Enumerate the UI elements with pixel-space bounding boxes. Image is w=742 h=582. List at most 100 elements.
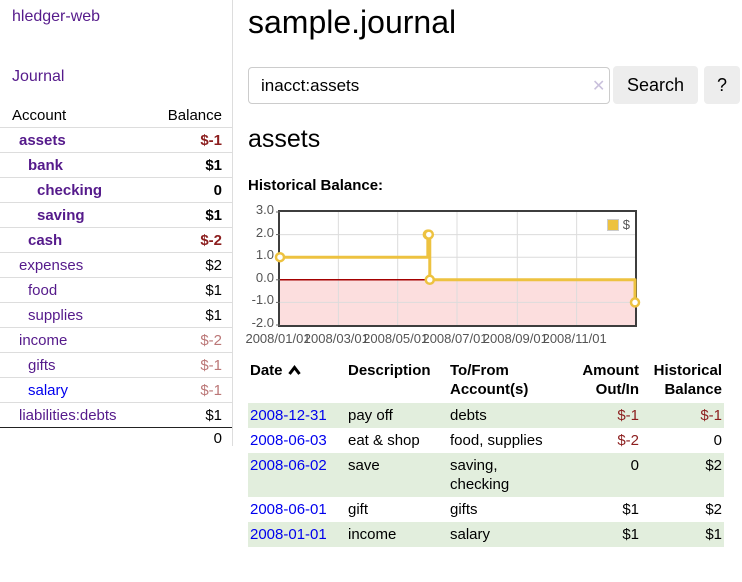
account-row: gifts $-1 bbox=[0, 352, 232, 377]
account-balance: $1 bbox=[205, 206, 222, 224]
register-cell: $-1 bbox=[641, 403, 724, 428]
register-row: 2008-06-03 eat & shop food, supplies $-2 0 bbox=[248, 428, 724, 453]
transaction-balance: $2 bbox=[705, 501, 722, 518]
register-cell: 2008-06-01 bbox=[248, 497, 346, 522]
account-balance: $2 bbox=[205, 256, 222, 274]
account-link-expenses[interactable]: expenses bbox=[19, 256, 84, 274]
y-axis-tick-label: -2.0 bbox=[251, 315, 274, 330]
register-rows: 2008-12-31 pay off debts $-1 $-1 2008-06-03 ea… bbox=[248, 403, 724, 547]
chart-legend: $ bbox=[604, 216, 632, 233]
account-balance: $-2 bbox=[200, 231, 222, 249]
register-cell: $2 bbox=[641, 453, 724, 497]
account-row: supplies $1 bbox=[0, 302, 232, 327]
register-cell: gifts bbox=[448, 497, 551, 522]
column-header-amount[interactable]: Amount Out/In bbox=[582, 362, 639, 398]
register-cell: saving, checking bbox=[448, 453, 551, 497]
app-title-link[interactable]: hledger-web bbox=[12, 8, 101, 25]
account-balance: $1 bbox=[205, 406, 222, 424]
register-cell: 0 bbox=[641, 428, 724, 453]
account-link-checking[interactable]: checking bbox=[37, 181, 103, 199]
account-link-assets[interactable]: assets bbox=[19, 131, 66, 149]
clear-search-icon[interactable]: ✕ bbox=[592, 78, 606, 95]
transaction-date-link[interactable]: 2008-06-02 bbox=[250, 457, 327, 474]
historical-balance-chart: $ 3.0 2.0 1.0 0.0 -1.0 -2.0 2008/01/01 2008/03… bbox=[245, 202, 722, 347]
legend-label: $ bbox=[622, 217, 630, 232]
register-cell: salary bbox=[448, 522, 551, 547]
transaction-date-link[interactable]: 2008-06-03 bbox=[250, 432, 327, 449]
register-cell: pay off bbox=[346, 403, 448, 428]
search-input[interactable] bbox=[248, 67, 610, 104]
account-link-income[interactable]: income bbox=[19, 331, 68, 349]
account-link-gifts[interactable]: gifts bbox=[28, 356, 56, 374]
register-cell: eat & shop bbox=[346, 428, 448, 453]
account-balance-table: Account Balance assets $-1 bank $1 checking 0… bbox=[0, 103, 232, 448]
chart-title: Historical Balance: bbox=[248, 177, 384, 194]
y-axis-tick-label: 2.0 bbox=[255, 224, 274, 240]
account-balance: $-1 bbox=[200, 381, 222, 399]
transaction-description: save bbox=[348, 457, 380, 474]
y-axis-tick-label: -1.0 bbox=[251, 292, 274, 308]
account-link-saving[interactable]: saving bbox=[37, 206, 85, 224]
register-cell: 2008-12-31 bbox=[248, 403, 346, 428]
transaction-balance: 0 bbox=[713, 432, 722, 449]
transaction-accounts: food, supplies bbox=[450, 432, 543, 449]
transaction-accounts: debts bbox=[450, 407, 487, 424]
total-balance: 0 bbox=[213, 429, 222, 447]
column-header-description[interactable]: Description bbox=[348, 362, 431, 379]
account-balance: $-1 bbox=[200, 131, 222, 149]
register-header-row: Date Description To/From Account(s) Amou… bbox=[248, 359, 724, 403]
transaction-balance: $1 bbox=[705, 526, 722, 543]
account-row: bank $1 bbox=[0, 152, 232, 177]
account-link-food[interactable]: food bbox=[28, 281, 58, 299]
column-header-accounts[interactable]: To/From Account(s) bbox=[450, 362, 529, 398]
transaction-amount: $-2 bbox=[617, 432, 639, 449]
chart-plot-area: $ bbox=[274, 210, 641, 327]
transaction-date-link[interactable]: 2008-01-01 bbox=[250, 526, 327, 543]
transaction-accounts: gifts bbox=[450, 501, 478, 518]
account-heading: assets bbox=[248, 125, 321, 153]
account-link-bank[interactable]: bank bbox=[28, 156, 64, 174]
balance-column-header: Balance bbox=[167, 106, 222, 124]
x-axis-tick-label: 2008/11/01 bbox=[542, 331, 607, 346]
register-cell: $2 bbox=[641, 497, 724, 522]
chart-canvas bbox=[274, 211, 641, 326]
account-balance: $1 bbox=[205, 281, 222, 299]
account-link-cash[interactable]: cash bbox=[28, 231, 63, 249]
account-row: income $-2 bbox=[0, 327, 232, 352]
register-cell: $1 bbox=[551, 522, 641, 547]
register-cell: 2008-01-01 bbox=[248, 522, 346, 547]
account-link-salary[interactable]: salary bbox=[28, 381, 69, 399]
sidebar-item-journal[interactable]: Journal bbox=[12, 68, 65, 85]
account-row: cash $-2 bbox=[0, 227, 232, 252]
register-row: 2008-01-01 income salary $1 $1 bbox=[248, 522, 724, 547]
transaction-date-link[interactable]: 2008-06-01 bbox=[250, 501, 327, 518]
transaction-amount: $1 bbox=[622, 501, 639, 518]
register-cell: 0 bbox=[551, 453, 641, 497]
account-link-liabilities-debts[interactable]: liabilities:debts bbox=[19, 406, 117, 424]
account-table-header: Account Balance bbox=[0, 103, 232, 127]
y-axis-tick-label: 1.0 bbox=[255, 247, 274, 263]
search-button[interactable]: Search bbox=[613, 66, 698, 104]
account-row: assets $-1 bbox=[0, 127, 232, 152]
register-row: 2008-12-31 pay off debts $-1 $-1 bbox=[248, 403, 724, 428]
y-axis-tick-label: 3.0 bbox=[255, 202, 274, 217]
legend-swatch-icon bbox=[606, 218, 619, 231]
account-row: food $1 bbox=[0, 277, 232, 302]
register-cell: income bbox=[346, 522, 448, 547]
account-balance: $-1 bbox=[200, 356, 222, 374]
transaction-amount: $-1 bbox=[617, 407, 639, 424]
column-header-date[interactable]: Date bbox=[248, 359, 346, 403]
transaction-date-link[interactable]: 2008-12-31 bbox=[250, 407, 327, 424]
account-balance: $1 bbox=[205, 156, 222, 174]
register-cell: gift bbox=[346, 497, 448, 522]
transaction-accounts: salary bbox=[450, 526, 491, 543]
register-cell: food, supplies bbox=[448, 428, 551, 453]
page-title: sample.journal bbox=[248, 4, 457, 40]
account-row: liabilities:debts $1 bbox=[0, 402, 232, 427]
column-header-balance[interactable]: Historical Balance bbox=[653, 362, 722, 398]
x-axis-tick-label: 2008/05/01 bbox=[363, 331, 429, 346]
help-button[interactable]: ? bbox=[704, 66, 740, 104]
transaction-amount: 0 bbox=[630, 457, 639, 474]
account-link-supplies[interactable]: supplies bbox=[28, 306, 84, 324]
account-rows: assets $-1 bank $1 checking 0 saving $1 cash $-2 e… bbox=[0, 127, 232, 427]
